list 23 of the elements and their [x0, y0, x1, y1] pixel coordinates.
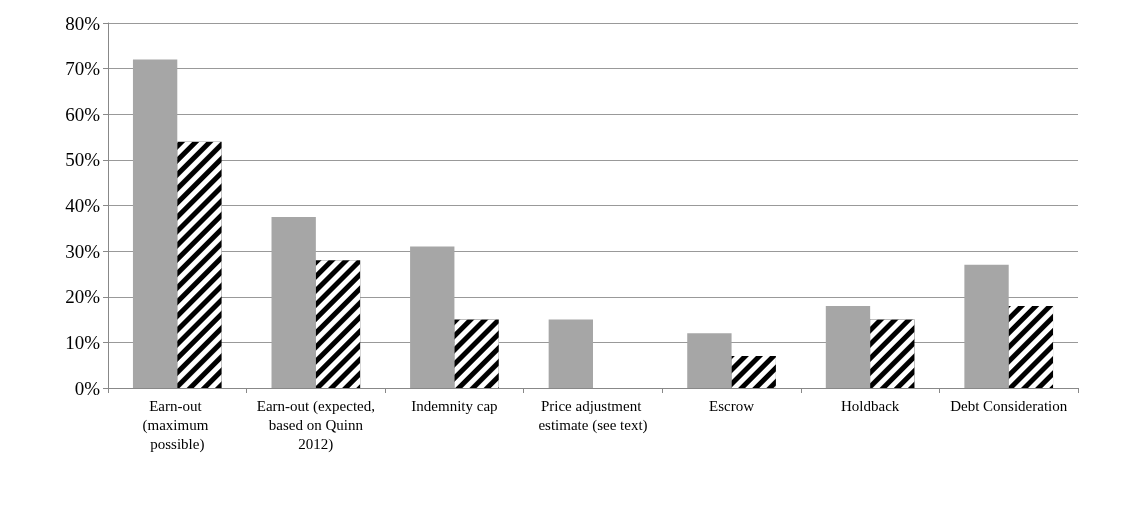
bar	[825, 305, 871, 388]
y-tick-label: 0%	[74, 377, 101, 399]
bar	[687, 333, 732, 388]
x-tick-label: Earn-out (maximum possible)	[142, 397, 213, 453]
y-tick-label: 80%	[65, 12, 101, 34]
bar	[132, 59, 178, 388]
y-tick-label: 60%	[65, 103, 101, 125]
bar	[410, 246, 455, 388]
x-tick-label: Price adjustment estimate (see text)	[538, 397, 648, 434]
x-tick-label: Indemnity cap	[411, 397, 498, 414]
y-tick-label: 70%	[65, 58, 101, 80]
y-tick-label: 40%	[65, 195, 101, 216]
y-tick-label: 50%	[65, 149, 101, 171]
y-tick-label: 30%	[65, 240, 101, 262]
y-tick-label: 20%	[65, 286, 101, 308]
x-tick-label: Earn-out (expected, based on Quinn 2012)	[256, 397, 375, 453]
bar	[964, 264, 1009, 388]
bar	[548, 319, 593, 388]
x-tick-label: Holdback	[840, 397, 900, 414]
x-tick-label: Escrow	[709, 397, 755, 414]
y-tick-label: 10%	[65, 331, 101, 353]
x-tick-label: Debt Consideration	[950, 397, 1068, 414]
bar	[271, 216, 316, 388]
